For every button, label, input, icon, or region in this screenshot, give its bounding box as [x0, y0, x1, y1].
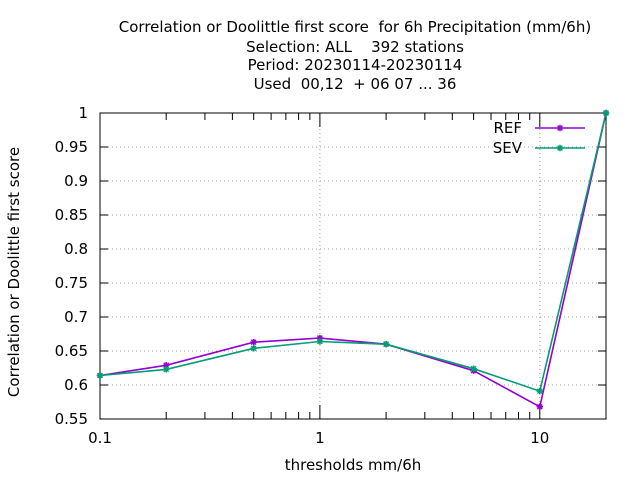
y-tick-label: 0.65	[55, 342, 88, 360]
y-tick-label: 0.7	[64, 308, 88, 326]
marker-d2	[383, 341, 389, 348]
marker-d2	[603, 110, 609, 116]
axes: 0.55 0.6 0.65 0.7 0.75 0.8 0.85 0.9 0.95 1 0.1 1 10	[55, 104, 607, 447]
y-tick-label: 0.55	[55, 410, 88, 428]
grid	[100, 113, 606, 419]
data-point-sev	[382, 341, 390, 348]
data-point-sev	[162, 366, 170, 373]
x-tick-label: 10	[530, 429, 549, 447]
data-point-ref	[536, 403, 544, 410]
marker-d2	[557, 145, 563, 151]
legend-marker-sev	[556, 144, 564, 152]
data-point-sev	[470, 365, 477, 372]
marker-d2	[536, 388, 543, 395]
marker-d2	[557, 125, 563, 131]
data-point-sev	[602, 109, 610, 117]
data-point-sev	[96, 372, 104, 379]
y-tick-label: 0.75	[55, 274, 88, 292]
y-tick-label: 0.95	[55, 138, 88, 156]
y-tick-label: 0.85	[55, 206, 88, 224]
legend-marker-ref	[556, 124, 564, 132]
chart-subtitle-selection: Selection: ALL 392 stations	[246, 38, 464, 56]
marker-d2	[536, 403, 543, 410]
marker-d2	[163, 366, 170, 373]
y-tick-label: 0.8	[64, 240, 88, 258]
legend-label-sev: SEV	[493, 139, 523, 157]
chart-subtitle-period: Period: 20230114-20230114	[247, 56, 463, 74]
y-tick-label: 0.9	[64, 172, 88, 190]
plot-frame	[99, 112, 607, 420]
y-axis-label: Correlation or Doolittle first score	[5, 146, 23, 398]
chart-title: Correlation or Doolittle first score for…	[118, 18, 592, 36]
series-line-ref	[99, 112, 607, 409]
marker-d2	[250, 345, 257, 352]
series-line-sev	[99, 112, 607, 393]
legend-label-ref: REF	[493, 119, 522, 137]
marker-d2	[470, 365, 477, 372]
data-point-sev	[250, 345, 257, 352]
x-tick-label: 1	[315, 429, 325, 447]
legend: REF SEV	[493, 119, 585, 157]
y-tick-label: 0.6	[64, 376, 88, 394]
data-point-sev	[536, 387, 544, 395]
marker-d2	[97, 372, 103, 379]
x-axis-label: thresholds mm/6h	[284, 456, 422, 474]
y-tick-label: 1	[78, 104, 88, 122]
data-point-ref	[250, 338, 257, 346]
x-tick-label: 0.1	[88, 429, 112, 447]
marker-d2	[317, 338, 323, 345]
series	[96, 109, 610, 410]
data-point-sev	[316, 338, 324, 345]
chart-subtitle-used: Used 00,12 + 06 07 ... 36	[253, 75, 457, 93]
marker-d2	[250, 339, 257, 346]
